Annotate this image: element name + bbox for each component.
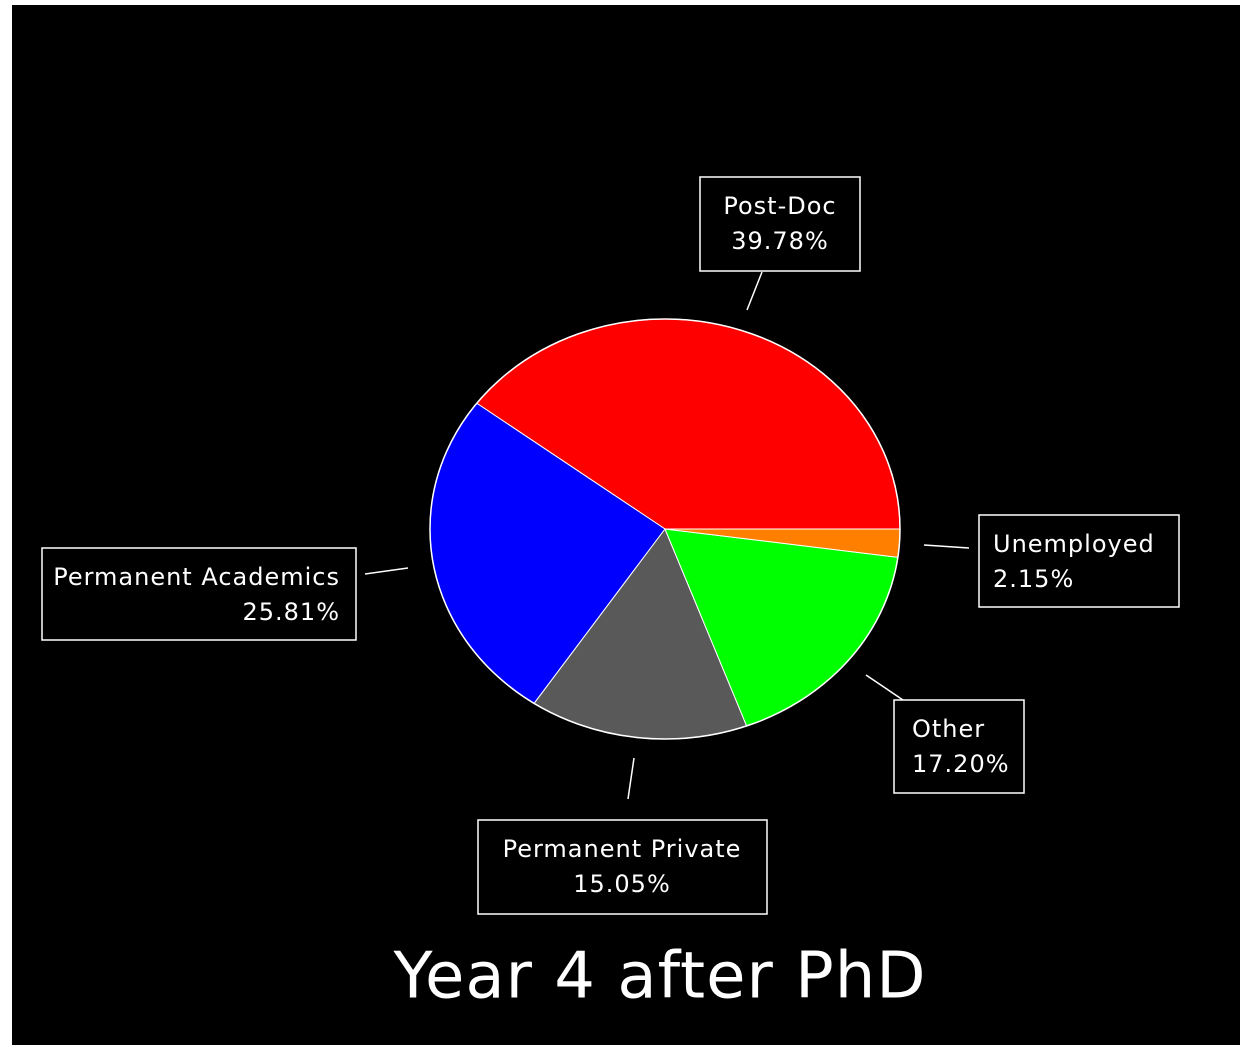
value-label: 39.78% xyxy=(731,227,829,255)
leader-line xyxy=(865,674,904,701)
slice-label: Post-Doc xyxy=(723,192,836,220)
value-label: 2.15% xyxy=(993,565,1074,593)
label-box xyxy=(978,514,1180,608)
label-box xyxy=(699,176,861,272)
label-box xyxy=(893,699,1025,794)
chart-title: Year 4 after PhD xyxy=(392,940,926,1014)
slice-label: Permanent Academics xyxy=(53,563,340,591)
value-label: 17.20% xyxy=(912,750,1010,778)
label-box xyxy=(41,547,357,641)
slice-label: Permanent Private xyxy=(503,835,742,863)
slice-label: Unemployed xyxy=(993,530,1155,558)
value-label: 15.05% xyxy=(573,870,671,898)
label-box xyxy=(477,819,768,915)
leader-line xyxy=(364,567,409,575)
value-label: 25.81% xyxy=(242,598,340,626)
slice-label: Other xyxy=(912,715,985,743)
leader-line xyxy=(746,271,763,311)
pie-outline xyxy=(429,318,901,740)
leader-line xyxy=(627,757,635,800)
leader-line xyxy=(923,544,970,549)
